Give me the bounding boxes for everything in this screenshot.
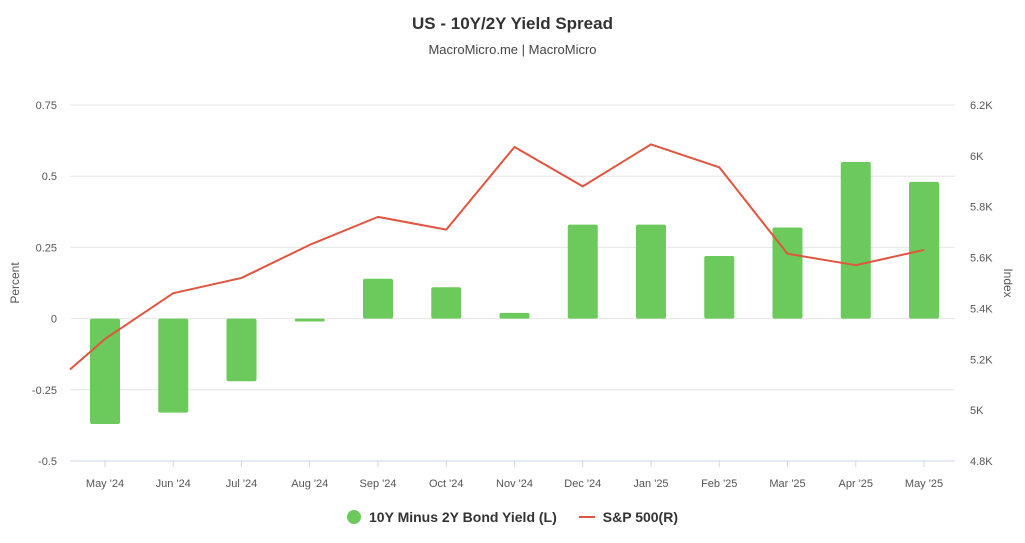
bar-yield-spread (704, 255, 735, 319)
right-axis-tick-label: 5K (970, 405, 984, 417)
x-axis-tick-label: Mar '25 (769, 478, 805, 490)
x-axis-tick-label: Jun '24 (156, 478, 191, 490)
left-axis-tick-label: 0.25 (36, 242, 57, 254)
x-axis-tick-label: Oct '24 (429, 478, 464, 490)
bar-yield-spread (294, 318, 325, 322)
legend-item-sp500[interactable]: S&P 500(R) (578, 509, 678, 525)
bar-yield-spread (567, 224, 598, 319)
right-axis-title: Index (1001, 268, 1015, 297)
bar-yield-spread (158, 318, 189, 413)
right-axis-tick-label: 4.8K (970, 456, 993, 468)
left-axis-tick-label: 0.5 (42, 171, 57, 183)
chart-subtitle: MacroMicro.me | MacroMicro (428, 42, 597, 57)
line-sp500 (69, 143, 925, 371)
x-axis-tick-label: Nov '24 (496, 478, 533, 490)
bar-yield-spread (431, 287, 462, 319)
legend-label-sp500: S&P 500(R) (602, 509, 678, 525)
bar-yield-spread (772, 227, 803, 319)
x-axis-tick-label: Jan '25 (633, 478, 668, 490)
right-axis-tick-label: 6.2K (970, 100, 993, 112)
x-axis-tick-label: Jul '24 (226, 478, 257, 490)
bar-yield-spread (90, 318, 120, 424)
chart-title: US - 10Y/2Y Yield Spread (412, 14, 613, 33)
legend-item-yield-spread[interactable]: 10Y Minus 2Y Bond Yield (L) (347, 509, 557, 525)
x-axis-tick-label: Dec '24 (564, 478, 601, 490)
left-axis-tick-label: 0.75 (36, 100, 57, 112)
legend-bar-marker (347, 510, 362, 524)
legend-line-marker (578, 516, 595, 518)
right-axis-tick-label: 5.6K (970, 253, 993, 265)
bar-yield-spread (840, 161, 871, 319)
left-axis-tick-label: -0.25 (32, 385, 57, 397)
bar-yield-spread (226, 318, 257, 382)
x-axis-tick-label: Feb '25 (701, 478, 737, 490)
bar-yield-spread (636, 224, 666, 319)
right-axis-tick-label: 5.8K (970, 202, 993, 214)
x-axis-tick-label: May '25 (905, 478, 943, 490)
legend-label-yield-spread: 10Y Minus 2Y Bond Yield (L) (369, 509, 557, 525)
right-axis-tick-label: 5.2K (970, 354, 993, 366)
right-axis-tick-label: 6K (970, 151, 984, 163)
left-axis-tick-label: -0.5 (38, 456, 57, 468)
x-axis-tick-label: May '24 (86, 478, 124, 490)
left-axis-tick-label: 0 (51, 314, 57, 326)
left-axis-title: Percent (8, 262, 22, 304)
x-axis-tick-label: Sep '24 (360, 478, 397, 490)
x-axis-tick-label: Aug '24 (291, 478, 328, 490)
bar-yield-spread (499, 312, 530, 319)
right-axis-tick-label: 5.4K (970, 303, 993, 315)
chart-legend: 10Y Minus 2Y Bond Yield (L) S&P 500(R) (0, 509, 1025, 525)
x-axis-tick-label: Apr '25 (838, 478, 873, 490)
bar-yield-spread (363, 278, 393, 319)
